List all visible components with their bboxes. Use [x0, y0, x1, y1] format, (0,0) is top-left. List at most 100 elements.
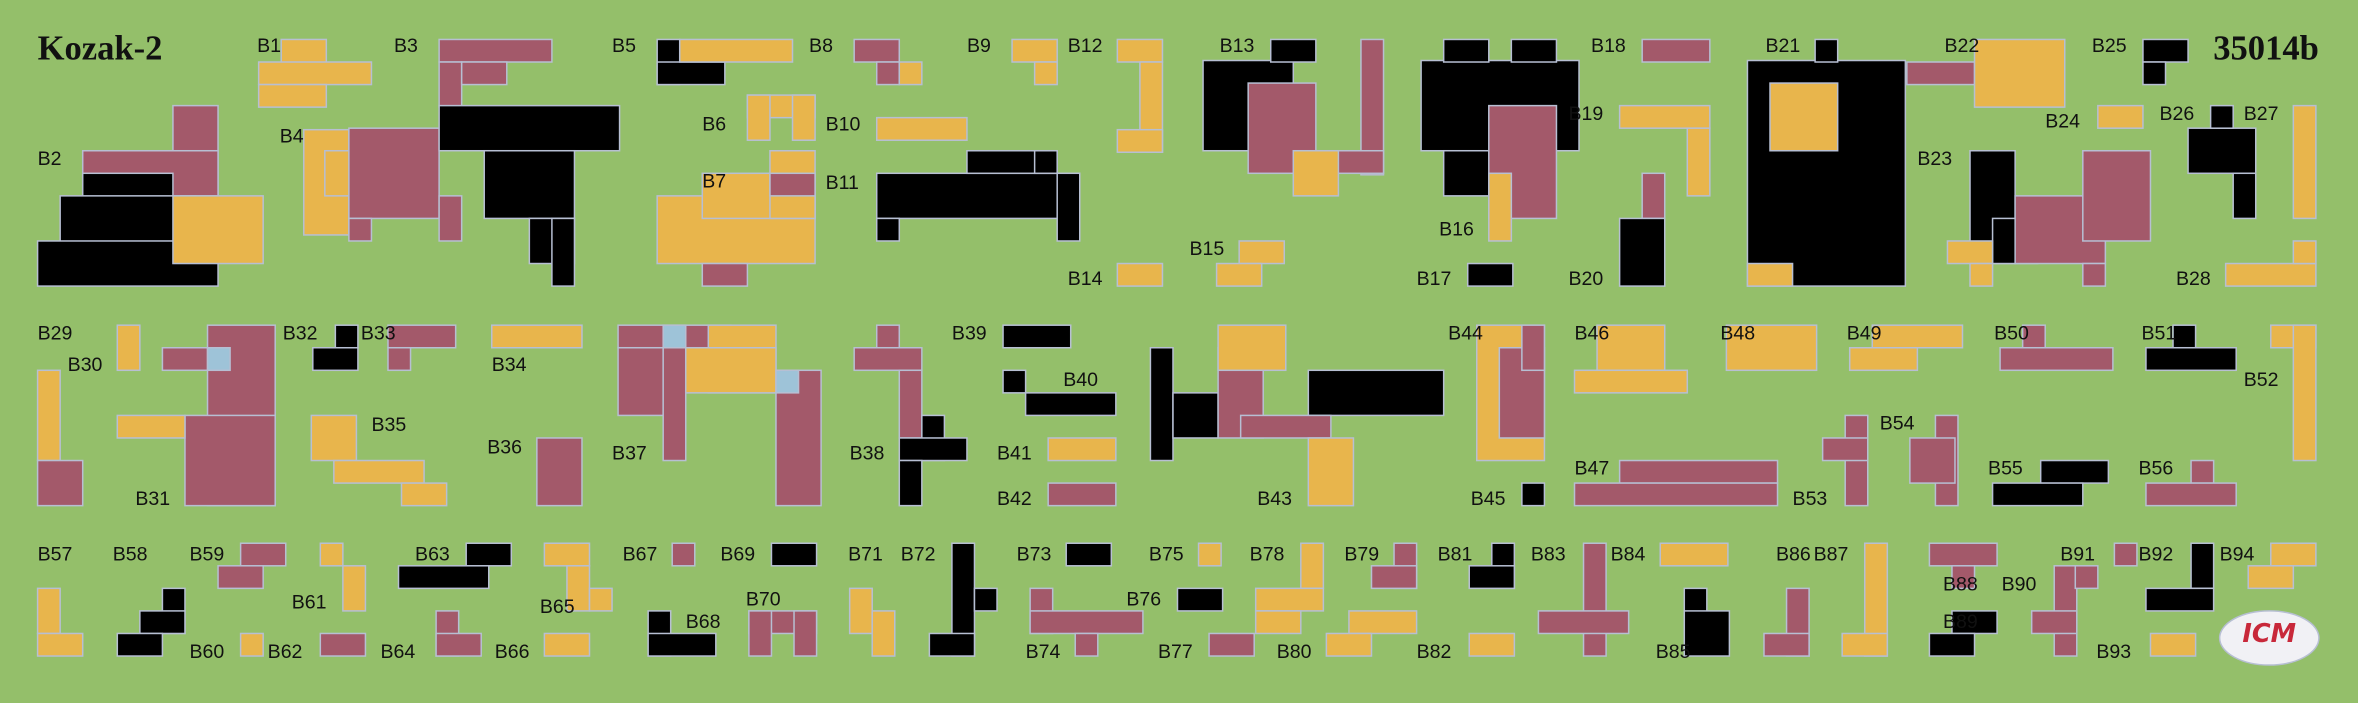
camo-patch [1763, 632, 1810, 657]
camo-patch [1269, 38, 1317, 63]
camo-patch [1769, 82, 1839, 152]
camo-patch [1254, 587, 1325, 612]
part-label: B41 [997, 443, 1032, 465]
part-label: B13 [1220, 35, 1255, 57]
part-label: B72 [901, 543, 936, 565]
part-label: B94 [2220, 543, 2255, 565]
camo-patch [1047, 437, 1117, 462]
camo-patch [348, 127, 440, 220]
part-label: B53 [1793, 488, 1828, 510]
part-label: B73 [1017, 543, 1052, 565]
part-label: B1 [257, 35, 281, 57]
camo-patch [770, 542, 818, 567]
part-label: B31 [135, 488, 170, 510]
camo-patch [2187, 127, 2257, 175]
camo-patch [2209, 104, 2234, 129]
part-label: B68 [686, 611, 721, 633]
part-label: B51 [2141, 322, 2176, 344]
camo-patch [1618, 459, 1779, 484]
camo-patch [206, 346, 231, 372]
camo-patch [400, 482, 448, 507]
camo-patch [1814, 38, 1839, 63]
camo-patch [1488, 172, 1513, 242]
part-label: B90 [2002, 574, 2037, 596]
camo-patch [1466, 262, 1514, 287]
camo-patch [435, 632, 482, 657]
camo-patch [139, 610, 186, 635]
camo-patch [257, 83, 328, 108]
camo-patch [465, 542, 513, 567]
camo-patch [1618, 104, 1711, 129]
camo-patch [1056, 172, 1081, 242]
part-label: B15 [1190, 238, 1225, 260]
part-label: B25 [2092, 35, 2127, 57]
part-label: B33 [361, 322, 396, 344]
part-label: B80 [1277, 641, 1312, 663]
camo-patch [1325, 632, 1373, 657]
camo-patch [36, 369, 61, 462]
camo-patch [397, 565, 490, 590]
part-label: B4 [280, 125, 304, 147]
part-label: B59 [189, 543, 224, 565]
camo-patch [1848, 346, 1919, 372]
part-label: B6 [702, 113, 726, 135]
camo-patch [333, 459, 425, 484]
camo-patch [2145, 482, 2237, 507]
camo-patch [748, 610, 773, 657]
camo-patch [2292, 324, 2317, 462]
part-label: B28 [2176, 268, 2211, 290]
camo-patch [342, 565, 367, 612]
camo-patch [1991, 482, 2084, 507]
camo-patch [460, 61, 508, 86]
part-label: B22 [1944, 35, 1979, 57]
camo-patch [438, 104, 621, 152]
camo-patch [1946, 240, 1994, 265]
camo-patch [1029, 610, 1144, 635]
camo-patch [1002, 324, 1072, 349]
camo-patch [853, 38, 901, 63]
part-label: B10 [826, 113, 861, 135]
camo-patch [2074, 565, 2099, 590]
camo-patch [1370, 565, 1418, 590]
part-label: B45 [1471, 488, 1506, 510]
part-label: B7 [702, 170, 726, 192]
camo-patch [2149, 632, 2197, 657]
camo-patch [438, 195, 463, 242]
part-label: B26 [2159, 103, 2194, 125]
camo-patch [1215, 262, 1263, 287]
camo-patch [1573, 369, 1689, 394]
part-label: B67 [623, 543, 658, 565]
camo-patch [973, 587, 998, 612]
part-label: B88 [1943, 574, 1978, 596]
part-label: B27 [2244, 103, 2279, 125]
camo-patch [617, 346, 664, 417]
part-label: B38 [850, 443, 885, 465]
camo-patch [36, 632, 84, 657]
camo-patch [543, 632, 591, 657]
camo-patch [1217, 324, 1287, 372]
camo-patch [662, 346, 687, 462]
camo-patch [853, 346, 923, 372]
part-label: B40 [1063, 369, 1098, 391]
part-label: B3 [394, 35, 418, 57]
camo-patch [1641, 38, 1711, 63]
camo-patch [898, 459, 923, 507]
part-labels: B1 B2 B3 B4 B5 B6 B7 B8 B9 B10 B11 B12 B13 B14 B15 B16 B… [38, 35, 2279, 663]
part-label: B91 [2060, 543, 2095, 565]
camo-patch [746, 94, 771, 141]
logo: ICM [2218, 610, 2320, 666]
camo-patch [1468, 632, 1516, 657]
part-label: B77 [1158, 641, 1193, 663]
camo-patch [319, 542, 344, 567]
part-label: B11 [826, 172, 859, 194]
part-label: B21 [1765, 35, 1800, 57]
part-label: B36 [487, 437, 522, 459]
part-label: B65 [540, 596, 575, 618]
camo-patch [875, 324, 901, 349]
camo-patch [1300, 542, 1325, 590]
camo-patch [1360, 38, 1385, 176]
camo-patch [684, 346, 777, 394]
camo-patch [1074, 632, 1099, 657]
camo-patch [671, 542, 696, 567]
